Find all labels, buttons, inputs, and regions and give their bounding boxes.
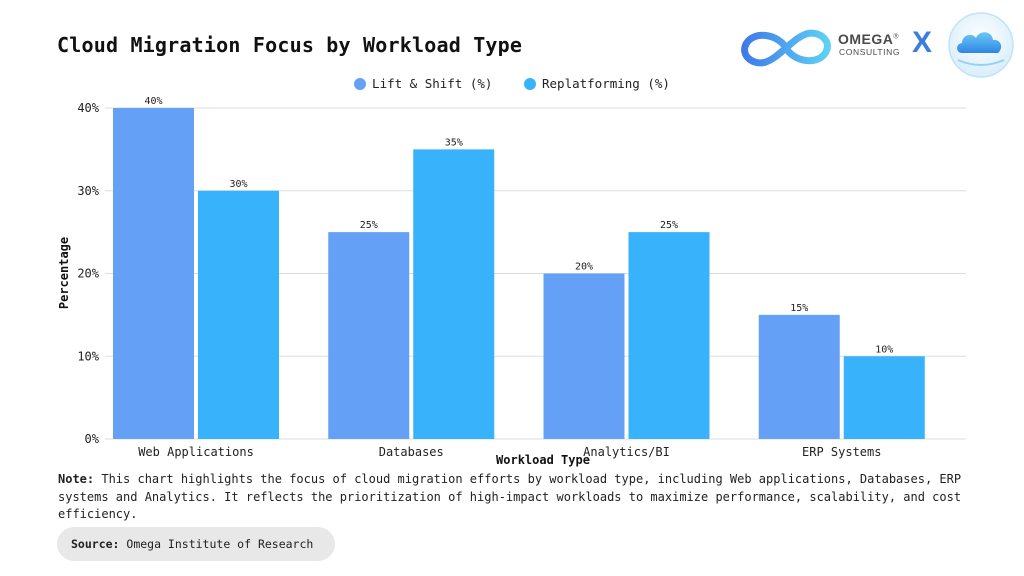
brand-logos: OMEGA® CONSULTING X <box>738 12 1018 78</box>
data-label-lift-shift: 40% <box>144 96 162 107</box>
y-tick-label: 10% <box>77 349 99 363</box>
data-label-replatforming: 30% <box>229 179 247 190</box>
data-label-lift-shift: 20% <box>575 262 593 273</box>
cloud-badge-icon <box>948 12 1014 78</box>
data-label-replatforming: 25% <box>660 220 678 231</box>
legend-item-replatforming: Replatforming (%) <box>524 76 670 91</box>
bars <box>113 108 925 439</box>
y-axis-ticks: 0% 10% 20% 30% 40% <box>77 101 99 446</box>
brand-subtitle: CONSULTING <box>839 47 901 57</box>
chart-title: Cloud Migration Focus by Workload Type <box>57 33 523 57</box>
omega-infinity-icon <box>741 29 831 67</box>
note-text: This chart highlights the focus of cloud… <box>58 472 962 521</box>
bar-chart: 0%10%20%30%40% 40%30%25%35%20%25%15%10% … <box>57 96 966 467</box>
y-tick-label: 0% <box>85 432 100 446</box>
source-badge: Source: Omega Institute of Research <box>57 527 336 561</box>
y-tick-label: 40% <box>77 101 99 115</box>
bar-replatforming <box>413 149 495 439</box>
data-labels: 40% 30% 25% 35% 20% 25% 15% 10% <box>144 96 893 355</box>
y-tick-label: 30% <box>77 184 99 198</box>
x-axis-categories: Web Applications Databases Analytics/BI ERP… <box>138 445 881 459</box>
legend-item-lift-shift: Lift & Shift (%) <box>354 76 492 91</box>
data-label-lift-shift: 15% <box>790 303 808 314</box>
legend-swatch-replatforming <box>524 77 536 90</box>
x-tick-label: Analytics/BI <box>583 445 670 459</box>
x-tick-label: Web Applications <box>138 445 254 459</box>
collaboration-separator: X <box>912 26 933 59</box>
data-label-lift-shift: 25% <box>360 220 378 231</box>
bar-lift-shift <box>758 314 840 439</box>
bar-replatforming <box>843 356 925 439</box>
y-axis-title: Percentage <box>57 237 71 309</box>
legend-label-replatforming: Replatforming (%) <box>542 76 670 91</box>
y-tick-label: 20% <box>77 267 99 281</box>
data-label-replatforming: 35% <box>445 137 463 148</box>
x-axis-title: Workload Type <box>496 453 590 467</box>
data-label-replatforming: 10% <box>875 344 893 355</box>
source-label: Source: <box>71 537 120 551</box>
legend-label-lift-shift: Lift & Shift (%) <box>372 76 493 91</box>
bar-lift-shift <box>543 273 625 439</box>
x-tick-label: Databases <box>379 445 444 459</box>
bar-lift-shift <box>328 232 410 439</box>
note-label: Note: <box>58 472 95 486</box>
legend-swatch-lift-shift <box>354 77 367 90</box>
bar-replatforming <box>198 190 279 439</box>
chart-note: Note: This chart highlights the focus of… <box>58 471 988 524</box>
chart-legend: Lift & Shift (%) Replatforming (%) <box>0 76 1024 93</box>
bar-lift-shift <box>113 108 194 439</box>
source-text: Omega Institute of Research <box>119 537 314 551</box>
bar-replatforming <box>628 232 710 439</box>
brand-name: OMEGA® <box>838 31 900 47</box>
x-tick-label: ERP Systems <box>802 445 881 459</box>
